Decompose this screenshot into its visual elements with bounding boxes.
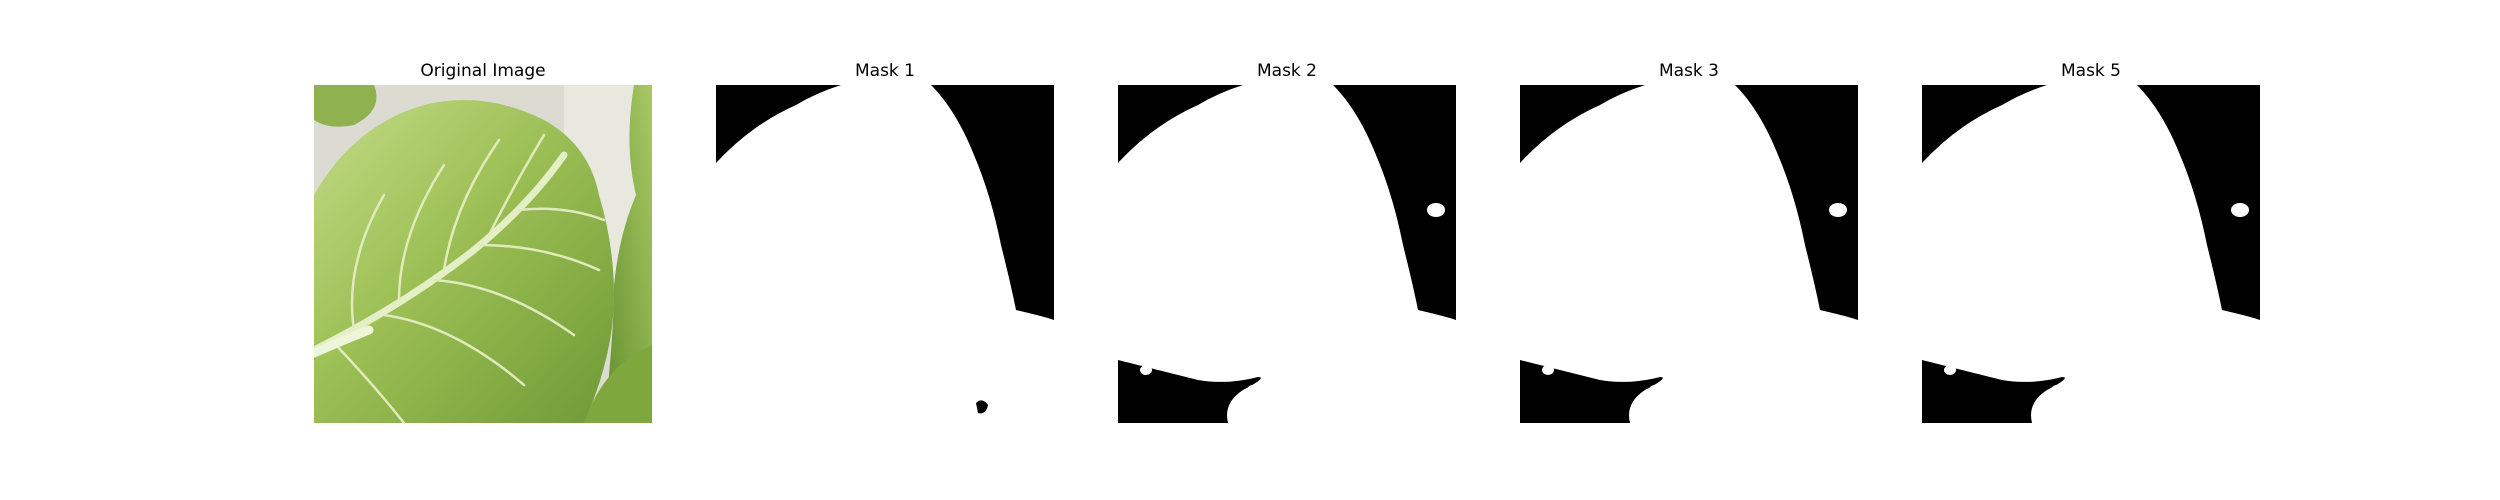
panel-title: Mask 2 <box>1256 61 1317 81</box>
panel-original-image: Original Image <box>314 58 652 430</box>
small-leaf-top-left <box>314 85 377 127</box>
side-leaf-right <box>604 85 652 423</box>
mask-foreground <box>1922 85 2260 423</box>
panel-title: Mask 1 <box>854 61 915 81</box>
panel-title: Mask 3 <box>1658 61 1719 81</box>
mask-foreground <box>1118 85 1456 423</box>
panel-mask-5: Mask 5 <box>1922 58 2260 430</box>
leaf-veins <box>332 133 606 423</box>
mask-foreground <box>716 85 1054 423</box>
mask-2-image <box>1118 85 1456 423</box>
panel-mask-1: Mask 1 <box>716 58 1054 430</box>
mask-3-image <box>1520 85 1858 423</box>
mask-3-svg <box>1520 85 1858 423</box>
mask-1-image <box>716 85 1054 423</box>
mask-foreground <box>1520 85 1858 423</box>
mask-5-image <box>1922 85 2260 423</box>
original-leaf-photo <box>314 85 652 423</box>
mask-5-svg <box>1922 85 2260 423</box>
mask-2-svg <box>1118 85 1456 423</box>
panel-mask-2: Mask 2 <box>1118 58 1456 430</box>
panel-title: Mask 5 <box>2060 61 2121 81</box>
panel-title: Original Image <box>420 61 546 81</box>
mask-1-svg <box>716 85 1054 423</box>
panel-mask-3: Mask 3 <box>1520 58 1858 430</box>
leaf-photo-svg <box>314 85 652 423</box>
